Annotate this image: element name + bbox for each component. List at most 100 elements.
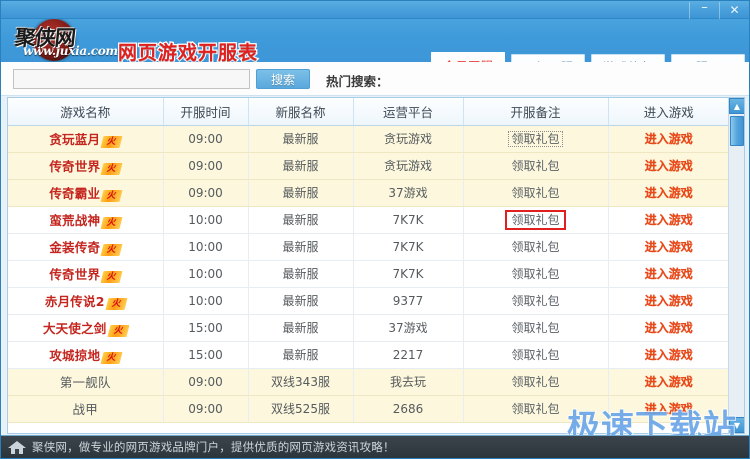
status-bar-text: 聚侠网，做专业的网页游戏品牌门户，提供优质的网页游戏资讯攻略！ [32, 440, 395, 454]
table-header: 游戏名称 开服时间 新服名称 运营平台 开服备注 进入游戏 [8, 98, 729, 126]
cell-platform-label: 2686 [392, 401, 424, 416]
fire-hot-icon: 火 [100, 190, 123, 202]
cell-platform: 我去玩 [353, 368, 464, 396]
table-row[interactable]: 传奇世界火 10:00 最新服 7K7K 领取礼包 进入游戏 [8, 260, 729, 288]
vertical-scrollbar[interactable]: ▲ ▼ [728, 98, 744, 433]
enter-game-link[interactable]: 进入游戏 [644, 186, 693, 200]
table-row[interactable]: 赤月传说2 火 10:00 最新服 9377 领取礼包 进入游戏 [8, 287, 729, 315]
cell-server-name-label: 最新服 [282, 267, 319, 281]
server-table: 游戏名称 开服时间 新服名称 运营平台 开服备注 进入游戏 贪玩蓝月火 09:00… [8, 98, 729, 423]
cell-platform: 2686 [353, 395, 464, 423]
claim-gift-link[interactable]: 领取礼包 [505, 210, 566, 230]
cell-game-name[interactable]: 攻城掠地火 [8, 341, 164, 369]
col-platform: 运营平台 [353, 98, 464, 126]
table-row[interactable]: 贪玩蓝月火 09:00 最新服 贪玩游戏 领取礼包 进入游戏 [8, 125, 729, 153]
cell-open-time: 10:00 [163, 260, 249, 288]
scroll-up-arrow-icon[interactable]: ▲ [729, 98, 744, 114]
search-input[interactable] [13, 69, 250, 89]
scrollbar-thumb[interactable] [730, 116, 744, 146]
minimize-button[interactable]: – [689, 1, 719, 19]
table-row[interactable]: 攻城掠地火 15:00 最新服 2217 领取礼包 进入游戏 [8, 341, 729, 369]
cell-game-name[interactable]: 金装传奇火 [8, 233, 164, 261]
cell-enter-game: 进入游戏 [608, 260, 729, 288]
cell-open-note: 领取礼包 [463, 206, 609, 234]
site-logo[interactable]: 聚侠网 www.juxia.com [9, 19, 127, 62]
claim-gift-link[interactable]: 领取礼包 [511, 267, 560, 281]
table-row[interactable]: 传奇霸业火 09:00 最新服 37游戏 领取礼包 进入游戏 [8, 179, 729, 207]
fire-hot-icon: 火 [100, 352, 123, 364]
claim-gift-link[interactable]: 领取礼包 [511, 294, 560, 308]
cell-open-time-label: 10:00 [188, 266, 223, 281]
col-open-time: 开服时间 [163, 98, 249, 126]
cell-platform-label: 9377 [392, 293, 424, 308]
cell-platform-label: 贪玩游戏 [383, 159, 432, 173]
enter-game-link[interactable]: 进入游戏 [644, 294, 693, 308]
cell-game-name[interactable]: 蛮荒战神火 [8, 206, 164, 234]
claim-gift-link[interactable]: 领取礼包 [508, 131, 563, 147]
title-bar: – ✕ [1, 1, 749, 19]
tab-already-open[interactable]: 已经开服 [510, 54, 585, 62]
claim-gift-link[interactable]: 领取礼包 [511, 159, 560, 173]
claim-gift-link[interactable]: 领取礼包 [511, 348, 560, 362]
cell-game-name[interactable]: 传奇世界火 [8, 260, 164, 288]
cell-platform: 贪玩游戏 [353, 152, 464, 180]
tab-today-open[interactable]: 今日开服 [430, 52, 505, 62]
cell-server-name-label: 最新服 [282, 348, 319, 362]
cell-server-name-label: 最新服 [282, 132, 319, 146]
claim-gift-link[interactable]: 领取礼包 [511, 240, 560, 254]
fire-hot-icon: 火 [100, 136, 123, 148]
cell-server-name: 最新服 [248, 287, 354, 315]
table-row[interactable]: 战甲 09:00 双线525服 2686 领取礼包 进入游戏 [8, 395, 729, 423]
enter-game-link[interactable]: 进入游戏 [644, 240, 693, 254]
cell-platform: 9377 [353, 287, 464, 315]
game-name-label: 传奇霸业 [49, 186, 101, 201]
enter-game-link[interactable]: 进入游戏 [644, 348, 693, 362]
fire-hot-icon: 火 [107, 325, 129, 337]
close-button[interactable]: ✕ [719, 1, 749, 19]
cell-open-time-label: 09:00 [188, 401, 223, 416]
server-table-container: 游戏名称 开服时间 新服名称 运营平台 开服备注 进入游戏 贪玩蓝月火 09:00… [7, 97, 745, 434]
cell-game-name[interactable]: 战甲 [8, 395, 164, 423]
fire-hot-icon: 火 [100, 271, 123, 283]
table-row[interactable]: 蛮荒战神火 10:00 最新服 7K7K 领取礼包 进入游戏 [8, 206, 729, 234]
enter-game-link[interactable]: 进入游戏 [644, 321, 693, 335]
enter-game-link[interactable]: 进入游戏 [644, 213, 693, 227]
search-button[interactable]: 搜索 [256, 69, 310, 89]
cell-server-name: 最新服 [248, 206, 354, 234]
enter-game-link[interactable]: 进入游戏 [644, 159, 693, 173]
enter-game-link[interactable]: 进入游戏 [644, 132, 693, 146]
enter-game-link[interactable]: 进入游戏 [644, 267, 693, 281]
cell-server-name: 最新服 [248, 125, 354, 153]
logo-url: www.juxia.com [23, 44, 118, 58]
table-row[interactable]: 大天使之剑火 15:00 最新服 37游戏 领取礼包 进入游戏 [8, 314, 729, 342]
claim-gift-link[interactable]: 领取礼包 [511, 321, 560, 335]
tab-game-gifts[interactable]: 游戏礼包 [590, 54, 665, 62]
cell-server-name-label: 双线343服 [271, 375, 330, 389]
game-name-label: 传奇世界 [49, 267, 101, 282]
cell-game-name[interactable]: 第一舰队 [8, 368, 164, 396]
fire-hot-icon: 火 [100, 163, 123, 175]
cell-game-name[interactable]: 传奇世界火 [8, 152, 164, 180]
claim-gift-link[interactable]: 领取礼包 [511, 186, 560, 200]
cell-platform-label: 7K7K [392, 266, 424, 281]
cell-server-name-label: 最新服 [282, 294, 319, 308]
table-row[interactable]: 传奇世界火 09:00 最新服 贪玩游戏 领取礼包 进入游戏 [8, 152, 729, 180]
cell-open-time-label: 15:00 [188, 347, 223, 362]
cell-open-time: 10:00 [163, 233, 249, 261]
cell-server-name: 最新服 [248, 314, 354, 342]
table-row[interactable]: 金装传奇火 10:00 最新服 7K7K 领取礼包 进入游戏 [8, 233, 729, 261]
cell-open-time-label: 09:00 [188, 158, 223, 173]
tab-open-calendar[interactable]: 开服日历 [670, 54, 745, 62]
enter-game-link[interactable]: 进入游戏 [644, 375, 693, 389]
claim-gift-link[interactable]: 领取礼包 [511, 375, 560, 389]
table-body: 贪玩蓝月火 09:00 最新服 贪玩游戏 领取礼包 进入游戏 传奇世界火 09:00 最新服 贪玩… [8, 125, 729, 423]
table-row[interactable]: 第一舰队 09:00 双线343服 我去玩 领取礼包 进入游戏 [8, 368, 729, 396]
scroll-down-arrow-icon[interactable]: ▼ [729, 417, 744, 433]
enter-game-link[interactable]: 进入游戏 [644, 402, 693, 416]
cell-game-name[interactable]: 传奇霸业火 [8, 179, 164, 207]
cell-game-name[interactable]: 赤月传说2 火 [8, 287, 164, 315]
claim-gift-link[interactable]: 领取礼包 [511, 402, 560, 416]
cell-enter-game: 进入游戏 [608, 395, 729, 423]
cell-game-name[interactable]: 大天使之剑火 [8, 314, 164, 342]
cell-game-name[interactable]: 贪玩蓝月火 [8, 125, 164, 153]
